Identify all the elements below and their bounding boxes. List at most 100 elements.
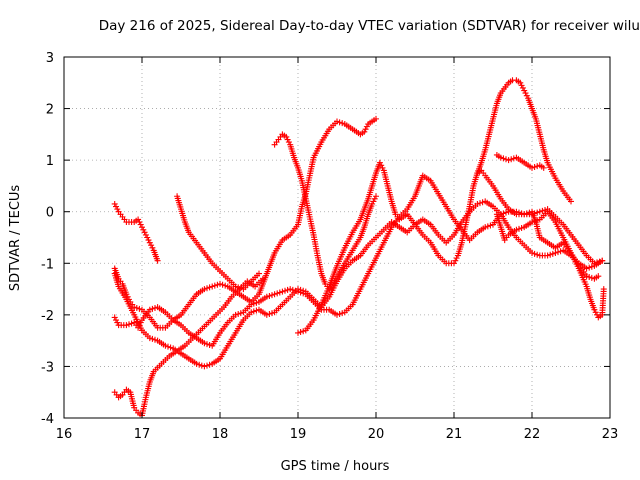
data-point — [149, 335, 156, 342]
data-point — [336, 119, 343, 126]
data-point — [136, 305, 143, 312]
data-point — [131, 304, 138, 311]
data-point — [237, 285, 244, 292]
series-track-2 — [174, 193, 262, 293]
data-point — [162, 342, 169, 349]
data-point — [113, 203, 119, 210]
data-point — [568, 198, 574, 205]
data-point — [295, 329, 301, 336]
data-point — [222, 282, 229, 289]
data-point — [521, 87, 528, 94]
data-point — [370, 198, 377, 205]
data-point — [123, 291, 130, 298]
data-point — [133, 304, 140, 311]
y-tick-label: 0 — [46, 206, 54, 221]
data-point — [146, 335, 153, 342]
data-point — [142, 231, 149, 238]
data-point — [201, 340, 208, 347]
data-point — [145, 237, 152, 244]
data-point — [583, 273, 590, 280]
data-point — [552, 249, 559, 256]
data-point — [250, 300, 257, 307]
data-point — [300, 287, 307, 294]
data-point — [114, 319, 121, 326]
data-point — [266, 310, 273, 317]
data-point — [544, 252, 551, 259]
data-point — [152, 336, 158, 343]
data-point — [211, 282, 218, 289]
data-point — [253, 299, 260, 306]
data-point — [595, 273, 602, 280]
chart-title: Day 216 of 2025, Sidereal Day-to-day VTE… — [98, 18, 640, 34]
data-point — [214, 281, 221, 288]
data-point — [297, 286, 304, 293]
data-point — [362, 126, 369, 133]
data-point — [297, 329, 304, 336]
data-point — [287, 286, 294, 293]
data-point — [274, 290, 281, 297]
data-point — [477, 200, 483, 207]
data-point — [373, 193, 379, 200]
data-point — [453, 255, 460, 262]
series-track-9 — [474, 77, 574, 205]
data-point — [594, 311, 600, 318]
data-point — [452, 257, 459, 264]
data-point — [201, 286, 208, 293]
data-point — [376, 159, 383, 166]
data-point — [339, 120, 346, 127]
data-point — [136, 219, 143, 226]
data-point — [135, 216, 142, 223]
data-point — [540, 164, 547, 171]
series-track-3 — [111, 275, 266, 419]
data-point — [149, 244, 156, 251]
data-point — [114, 206, 121, 213]
data-point — [529, 249, 535, 256]
y-tick-label: -1 — [41, 257, 54, 272]
data-point — [339, 310, 346, 317]
data-point — [369, 200, 376, 207]
data-point — [209, 283, 216, 290]
data-point — [547, 251, 554, 258]
data-point — [505, 157, 512, 164]
data-point — [517, 79, 524, 86]
data-point — [534, 209, 541, 216]
x-axis-label: GPS time / hours — [281, 459, 390, 474]
data-point — [235, 310, 242, 317]
data-point — [500, 210, 507, 217]
data-point — [141, 229, 148, 236]
data-point — [248, 309, 255, 316]
series-track-5 — [111, 172, 606, 349]
series-track-1 — [111, 200, 161, 264]
data-point — [144, 234, 151, 241]
data-markers — [111, 77, 607, 419]
x-tick-label: 22 — [524, 427, 541, 442]
data-point — [513, 226, 520, 233]
x-tick-label: 19 — [290, 427, 307, 442]
data-point — [521, 211, 528, 218]
series-track-11 — [493, 208, 607, 321]
data-point — [140, 226, 147, 233]
data-point — [300, 328, 307, 335]
data-point — [154, 257, 161, 264]
series-track-10 — [493, 151, 547, 171]
data-point — [373, 115, 379, 122]
data-point — [206, 284, 213, 291]
data-point — [139, 224, 145, 231]
data-point — [149, 305, 156, 312]
data-point — [204, 362, 210, 369]
data-point — [516, 225, 522, 232]
data-point — [522, 90, 529, 97]
data-point — [269, 310, 275, 317]
data-point — [256, 270, 262, 277]
data-point — [536, 208, 543, 215]
data-point — [379, 164, 386, 171]
data-point — [361, 128, 368, 135]
data-point — [592, 309, 599, 316]
data-point — [588, 263, 595, 270]
data-point — [519, 84, 526, 91]
data-point — [137, 221, 144, 228]
data-point — [534, 251, 541, 258]
data-point — [146, 306, 153, 313]
